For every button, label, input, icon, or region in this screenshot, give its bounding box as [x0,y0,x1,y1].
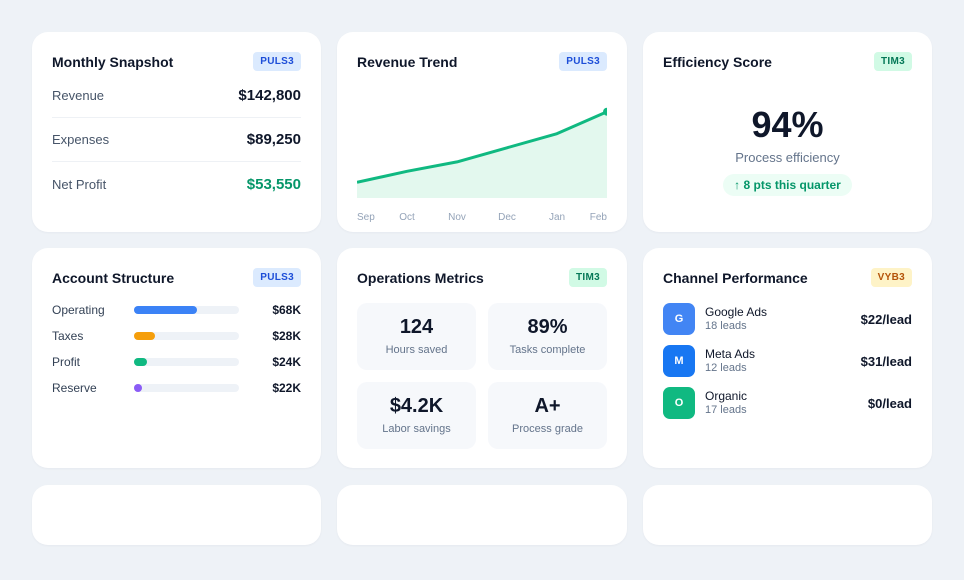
efficiency-subtitle: Process efficiency [735,150,840,165]
snapshot-row-revenue: Revenue $142,800 [52,74,301,118]
channel-name: Meta Ads [705,347,756,361]
account-bar-track [134,358,239,366]
metric-label: Hours saved [385,344,448,356]
efficiency-change-wrap: ↑ 8 pts this quarter [643,174,932,196]
x-tick-label: Dec [498,212,516,223]
revenue-trend-card: Revenue Trend PULS3 Sep Oct Nov Dec Jan Feb [337,32,627,232]
channel-performance-card: Channel Performance VYB3 G Google Ads 18… [643,248,932,468]
account-bar-fill [134,358,147,366]
snapshot-row-net-profit: Net Profit $53,550 [52,162,301,206]
card-title: Revenue Trend [357,54,458,70]
metric-tile-process-grade: A+ Process grade [488,382,607,449]
account-bar-fill [134,384,143,392]
metric-label: Process grade [512,423,583,435]
channel-leads: 18 leads [705,320,747,332]
efficiency-value: 94% [751,104,824,145]
metric-tile-labor-savings: $4.2K Labor savings [357,382,476,449]
channel-cost: $31/lead [860,354,912,369]
status-badge: PULS3 [253,268,301,287]
channel-name: Organic [705,389,748,403]
channel-name: Google Ads [705,305,768,319]
channel-leads: 17 leads [705,404,747,416]
meta-ads-icon: M [663,345,695,377]
channel-leads: 12 leads [705,362,747,374]
snapshot-value: $53,550 [246,175,301,193]
account-value: $24K [272,355,301,369]
account-value: $22K [272,381,301,395]
x-tick-label: Feb [590,212,607,223]
account-label: Operating [52,303,105,317]
account-value: $28K [272,329,301,343]
revenue-latest-point[interactable] [603,107,607,116]
account-bar-fill [134,332,155,340]
metric-value: $4.2K [389,395,444,417]
card-title: Account Structure [52,270,175,286]
channel-row-google-ads: G Google Ads 18 leads $22/lead [663,303,912,335]
account-bar-fill [134,306,197,314]
snapshot-label: Expenses [52,132,110,147]
snapshot-value: $142,800 [238,87,301,104]
snapshot-row-expenses: Expenses $89,250 [52,118,301,162]
account-label: Reserve [52,381,97,395]
account-row-profit: Profit $24K [52,352,301,372]
status-badge: PULS3 [253,52,301,71]
card-title: Channel Performance [663,270,808,286]
snapshot-label: Net Profit [52,176,107,192]
account-bar-track [134,306,239,314]
metric-value: 89% [527,316,568,338]
x-tick-label: Sep [357,212,375,223]
metric-tile-hours-saved: 124 Hours saved [357,303,476,370]
metric-value: A+ [534,395,561,417]
channel-cost: $0/lead [867,396,912,411]
snapshot-value: $89,250 [246,131,301,148]
status-badge: PULS3 [559,52,607,71]
monthly-snapshot-card: Monthly Snapshot PULS3 Revenue $142,800 … [32,32,321,232]
channel-cost: $22/lead [860,312,912,327]
snapshot-label: Revenue [52,88,105,103]
x-tick-label: Nov [448,212,466,223]
card-title: Efficiency Score [663,54,772,70]
dashboard-card-partial [337,485,627,545]
status-badge: TIM3 [569,268,607,287]
efficiency-change-pill: ↑ 8 pts this quarter [723,174,852,196]
account-label: Taxes [52,329,84,343]
metric-tile-tasks-complete: 89% Tasks complete [488,303,607,370]
organic-icon: O [663,387,695,419]
account-value: $68K [272,303,301,317]
revenue-series-line [357,110,607,184]
dashboard-card-partial [32,485,321,545]
x-tick-label: Oct [399,212,415,223]
account-label: Profit [52,355,81,369]
dashboard-card-partial [643,485,932,545]
account-bar-track [134,384,239,392]
channel-row-meta-ads: M Meta Ads 12 leads $31/lead [663,345,912,377]
revenue-trend-chart: Sep Oct Nov Dec Jan Feb [357,107,607,223]
account-row-taxes: Taxes $28K [52,326,301,346]
metric-label: Tasks complete [509,344,586,356]
card-title: Operations Metrics [357,270,484,286]
efficiency-score-card: Efficiency Score TIM3 94% Process effici… [643,32,932,232]
account-bar-track [134,332,239,340]
status-badge: VYB3 [870,268,912,287]
account-row-operating: Operating $68K [52,300,301,320]
card-title: Monthly Snapshot [52,54,174,70]
channel-row-organic: O Organic 17 leads $0/lead [663,387,912,419]
status-badge: TIM3 [874,52,912,71]
operations-metrics-card: Operations Metrics TIM3 124 Hours saved … [337,248,627,468]
metric-value: 124 [399,316,434,338]
x-tick-label: Jan [549,212,565,223]
account-structure-card: Account Structure PULS3 Operating $68K T… [32,248,321,468]
metric-label: Labor savings [382,423,451,435]
google-ads-icon: G [663,303,695,335]
account-row-reserve: Reserve $22K [52,378,301,398]
